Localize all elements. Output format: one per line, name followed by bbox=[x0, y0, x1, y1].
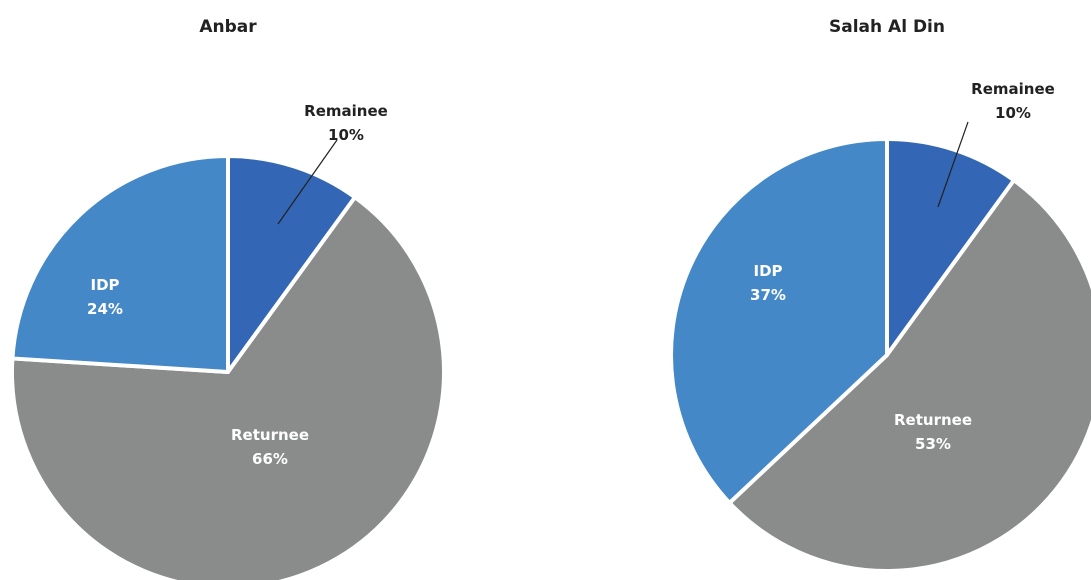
slice-value-returnee: 53% bbox=[915, 435, 951, 453]
pie-slice-idp bbox=[10, 154, 230, 374]
pie-slice-remainee bbox=[885, 137, 1016, 357]
anbar-pie-chart: Anbar Remainee 10% Returnee 66% IDP 24% bbox=[10, 17, 446, 580]
slice-label-remainee: Remainee bbox=[971, 80, 1055, 98]
leader-line-remainee bbox=[277, 139, 338, 225]
slice-label-idp: IDP bbox=[90, 276, 119, 294]
pie-slice-remainee bbox=[226, 154, 357, 374]
slice-label-remainee: Remainee bbox=[304, 102, 388, 120]
salah-al-din-pie-chart: Salah Al Din Remainee 10% Returnee 53% IDP 37… bbox=[669, 17, 1091, 573]
chart-title-salah-al-din: Salah Al Din bbox=[829, 17, 945, 37]
slice-label-returnee: Returnee bbox=[894, 411, 972, 429]
slice-value-idp: 37% bbox=[750, 286, 786, 304]
pie-slice-idp bbox=[669, 137, 889, 505]
leader-line-remainee bbox=[937, 121, 969, 208]
chart-title-anbar: Anbar bbox=[199, 17, 257, 37]
slice-value-idp: 24% bbox=[87, 300, 123, 318]
pie-slice-returnee bbox=[727, 178, 1091, 573]
slice-value-remainee: 10% bbox=[328, 126, 364, 144]
slice-label-idp: IDP bbox=[753, 262, 782, 280]
pie-slice-returnee bbox=[10, 195, 446, 580]
slice-value-remainee: 10% bbox=[995, 104, 1031, 122]
slice-label-returnee: Returnee bbox=[231, 426, 309, 444]
slice-value-returnee: 66% bbox=[252, 450, 288, 468]
